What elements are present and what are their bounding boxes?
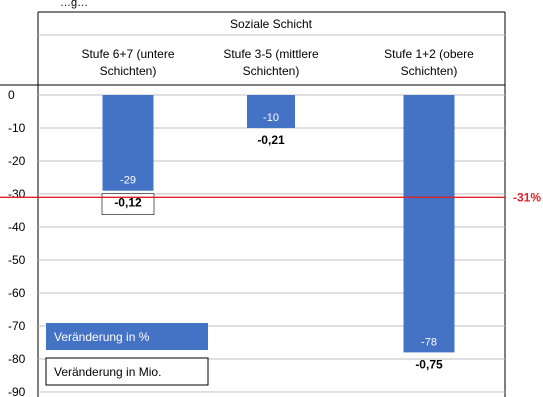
legend-item-percent-label: Veränderung in %: [54, 330, 150, 344]
category-label: Stufe 1+2 (obere: [384, 47, 474, 61]
y-tick-label: -80: [8, 352, 26, 366]
category-label: Stufe 3-5 (mittlere: [223, 47, 319, 61]
category-label: Schichten): [401, 64, 458, 78]
bar-value-label: -10: [263, 112, 279, 124]
category-labels: Stufe 6+7 (untere Schichten) Stufe 3-5 (mi…: [81, 47, 474, 78]
y-tick-label: -10: [8, 121, 26, 135]
bar-1: [102, 95, 154, 191]
reference-line-label: -31%: [513, 190, 541, 204]
category-label: Stufe 6+7 (untere: [81, 47, 174, 61]
bars: -29 -0,12 -10 -0,21 -78 -0,75: [101, 95, 455, 371]
y-tick-label: -30: [8, 187, 26, 201]
mio-label-box: [101, 193, 155, 215]
y-tick-label: 0: [8, 88, 15, 102]
y-tick-label: -90: [8, 385, 26, 397]
bar-3: [403, 95, 455, 353]
top-caption: …g…: [60, 0, 88, 9]
y-tick-label: -40: [8, 220, 26, 234]
mio-value-label: -0,21: [257, 133, 285, 147]
reference-line-group: -31%: [0, 190, 541, 204]
bar-value-label: -78: [421, 336, 437, 348]
legend-item-percent-box: [46, 323, 208, 350]
category-group-label: Soziale Schicht: [230, 17, 313, 31]
y-tick-label: -20: [8, 154, 26, 168]
category-label: Schichten): [100, 64, 157, 78]
mio-value-label: -0,75: [415, 357, 443, 371]
legend-item-mio-box: [45, 357, 209, 386]
legend: Veränderung in % Veränderung in Mio.: [45, 323, 209, 386]
legend-item-mio-label: Veränderung in Mio.: [54, 365, 161, 379]
bar-value-label: -29: [120, 175, 136, 187]
y-tick-labels: 0 -10 -20 -30 -40 -50 -60 -70 -80 -90: [8, 88, 26, 397]
bar-2: [247, 95, 295, 128]
y-tick-label: -60: [8, 286, 26, 300]
y-tick-label: -70: [8, 319, 26, 333]
mio-value-label: -0,12: [114, 196, 142, 210]
chart-frame: [0, 11, 506, 397]
category-label: Schichten): [243, 64, 300, 78]
y-tick-label: -50: [8, 253, 26, 267]
